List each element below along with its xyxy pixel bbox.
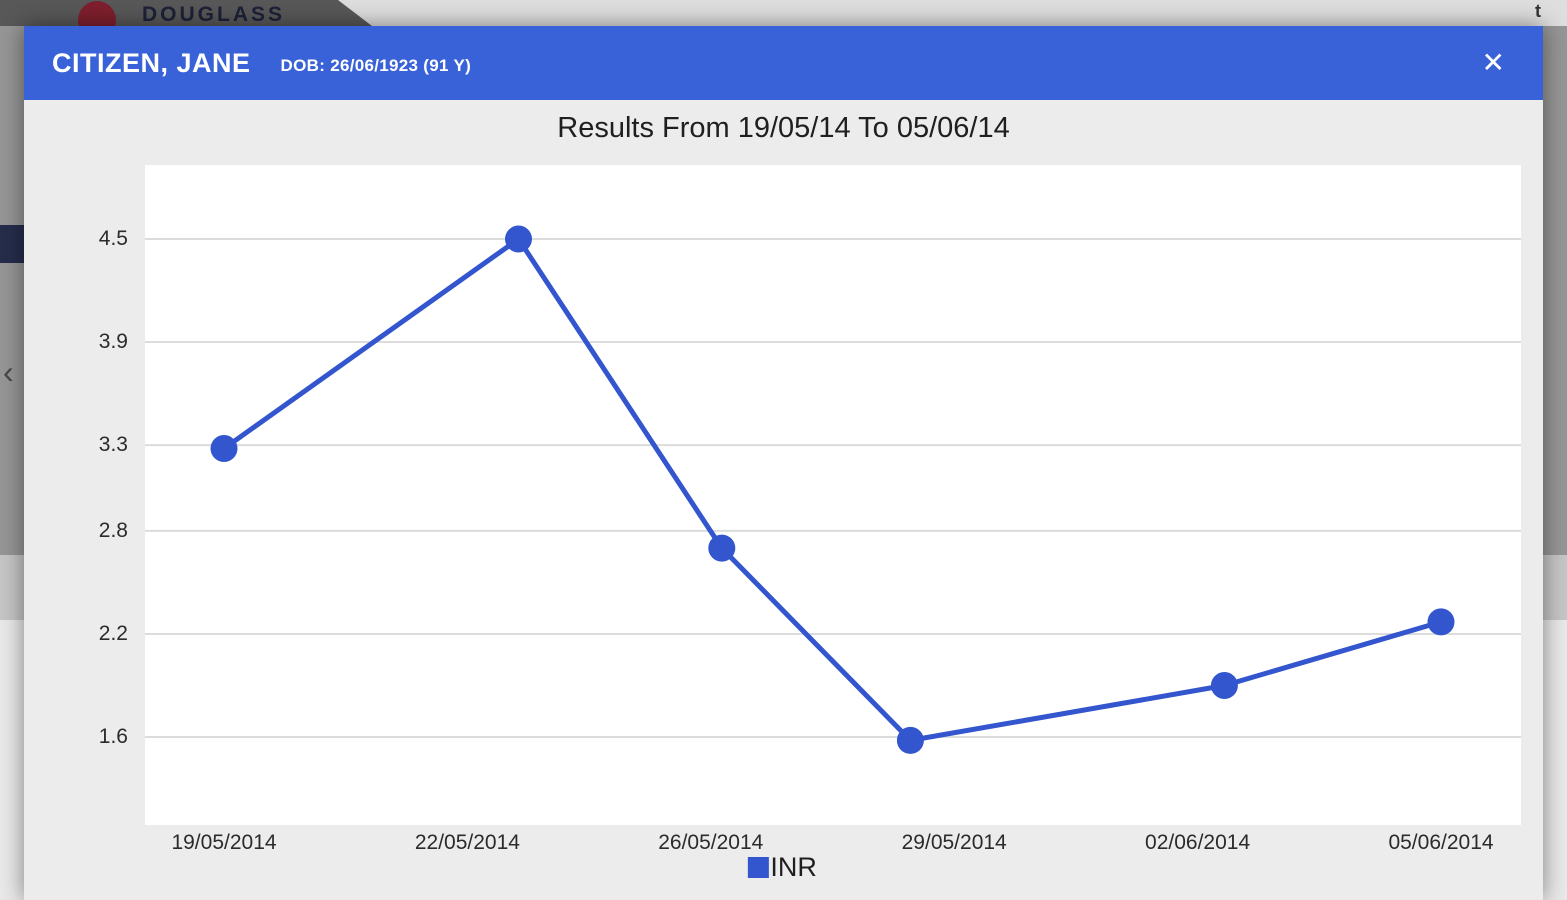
background-nav-band bbox=[0, 225, 24, 263]
background-band bbox=[0, 620, 24, 900]
x-tick-label: 22/05/2014 bbox=[414, 831, 520, 854]
y-tick-label: 2.2 bbox=[98, 621, 128, 645]
line-chart-plot-area bbox=[145, 165, 1521, 825]
y-tick-label: 4.5 bbox=[98, 227, 128, 250]
back-chevron-icon[interactable]: ‹ bbox=[3, 354, 14, 390]
app-top-bar-dark-region: DOUGLASS bbox=[0, 0, 372, 26]
y-tick-label: 3.3 bbox=[98, 433, 128, 457]
x-tick-label: 26/05/2014 bbox=[658, 831, 764, 854]
x-tick-label: 05/06/2014 bbox=[1388, 831, 1494, 854]
close-icon[interactable]: ✕ bbox=[1481, 47, 1505, 78]
top-right-clipped-text: t bbox=[1535, 1, 1541, 21]
y-tick-label: 3.9 bbox=[98, 330, 128, 354]
data-point[interactable] bbox=[210, 435, 238, 462]
x-tick-label: 29/05/2014 bbox=[901, 831, 1007, 854]
data-point[interactable] bbox=[505, 225, 532, 253]
background-right-edge bbox=[1543, 26, 1567, 900]
line-chart-svg bbox=[145, 225, 1521, 754]
brand-logo-icon bbox=[78, 1, 116, 26]
dialog-header: CITIZEN, JANE DOB: 26/06/1923 (91 Y) ✕ bbox=[24, 26, 1543, 100]
x-tick-label: 02/06/2014 bbox=[1145, 831, 1251, 854]
chart-legend: INR bbox=[747, 852, 817, 883]
series-line-inr bbox=[221, 236, 1444, 743]
patient-name: CITIZEN, JANE bbox=[52, 47, 251, 78]
x-tick-label: 19/05/2014 bbox=[171, 831, 277, 854]
data-point[interactable] bbox=[708, 534, 736, 562]
y-axis-labels: 4.5 3.9 3.3 2.8 2.2 1.6 bbox=[24, 165, 136, 825]
background-left-edge: ‹ bbox=[0, 26, 24, 900]
chart-title: Results From 19/05/14 To 05/06/14 bbox=[557, 112, 1010, 144]
dialog-body: Results From 19/05/14 To 05/06/14 4.5 3.9… bbox=[24, 100, 1543, 900]
data-point[interactable] bbox=[896, 726, 924, 754]
y-tick-label: 2.8 bbox=[98, 518, 128, 542]
y-tick-label: 1.6 bbox=[98, 725, 128, 748]
brand-name: DOUGLASS bbox=[142, 3, 286, 26]
patient-results-dialog: CITIZEN, JANE DOB: 26/06/1923 (91 Y) ✕ R… bbox=[24, 26, 1543, 900]
patient-dob: DOB: 26/06/1923 (91 Y) bbox=[280, 55, 472, 75]
data-point[interactable] bbox=[1427, 608, 1455, 636]
data-point[interactable] bbox=[1210, 672, 1238, 699]
background-band bbox=[1543, 620, 1567, 900]
app-top-bar: DOUGLASS t bbox=[0, 0, 1567, 26]
background-band bbox=[0, 555, 24, 620]
x-axis-labels: 19/05/2014 22/05/2014 26/05/2014 29/05/2014… bbox=[145, 825, 1521, 865]
legend-label-inr: INR bbox=[770, 852, 817, 882]
background-band bbox=[1543, 555, 1567, 620]
legend-swatch-inr bbox=[747, 857, 769, 878]
